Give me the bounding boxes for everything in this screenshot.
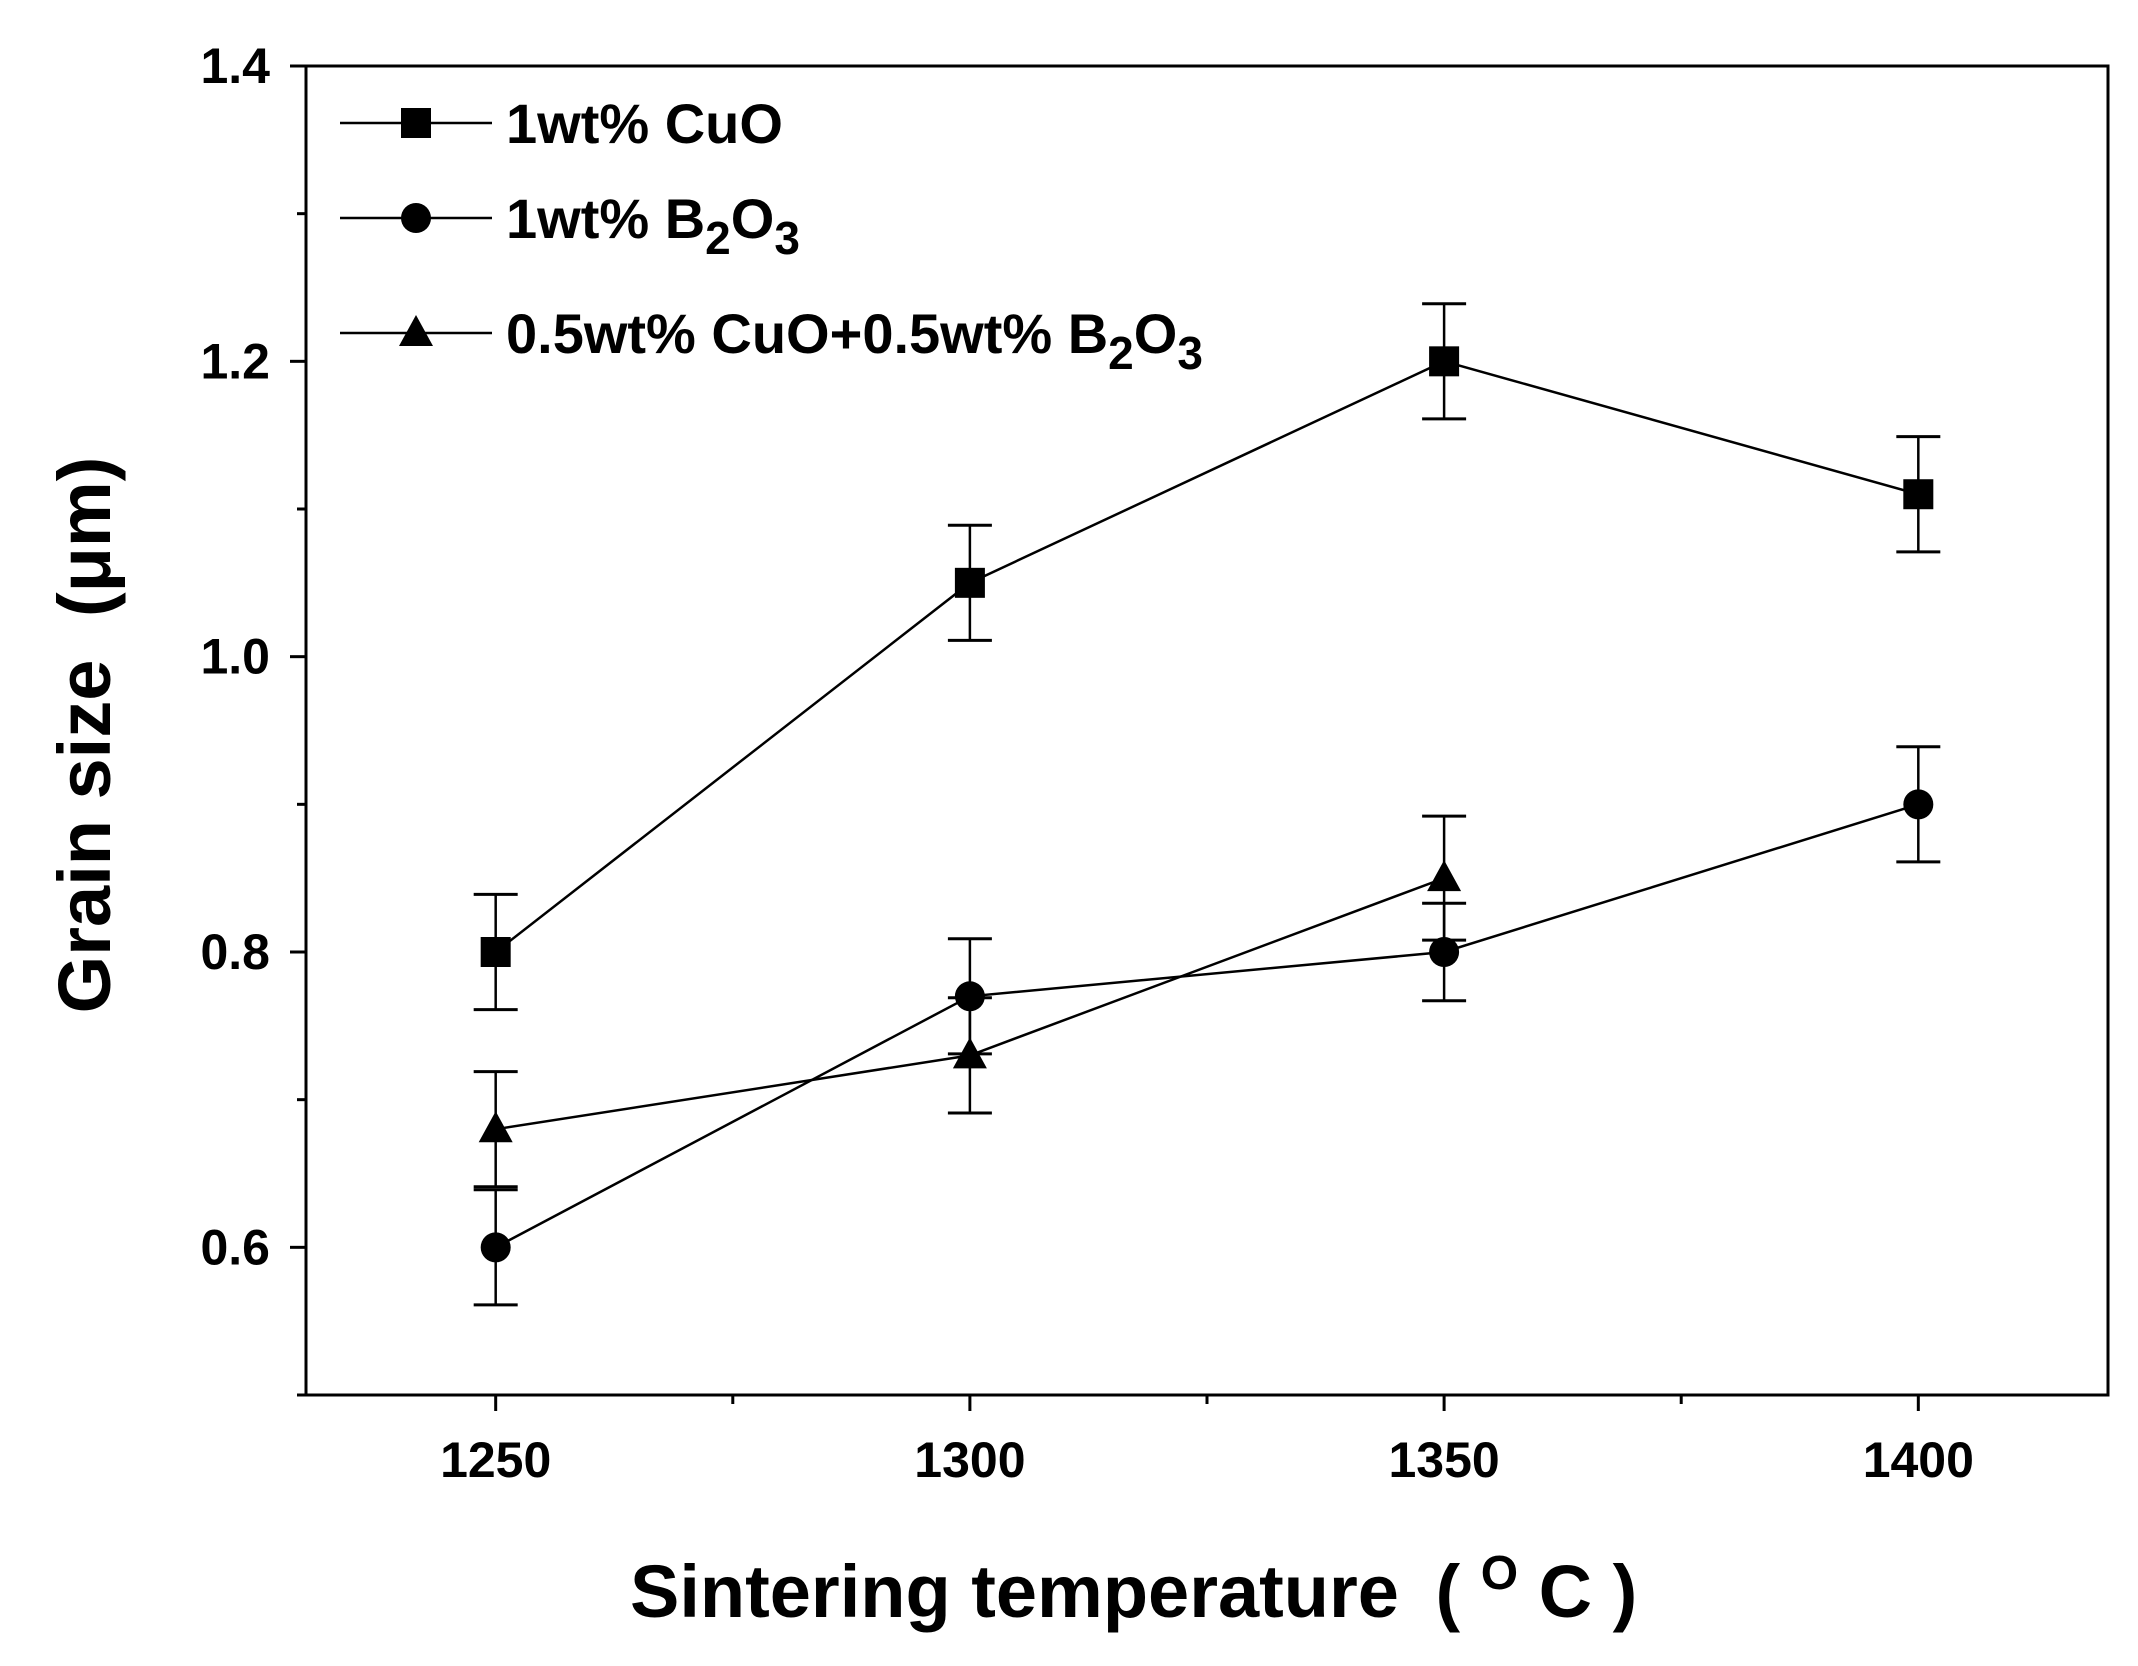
series-line <box>495 803 1919 1249</box>
y-axis-title: Grain size (μm) <box>43 457 126 1014</box>
legend-marker-square <box>401 108 431 138</box>
data-point-triangle <box>952 1037 987 1069</box>
plot-area <box>304 64 2110 1397</box>
data-point-circle <box>480 1232 511 1263</box>
x-axis-title: Sintering temperature ( O C ) <box>630 1522 1637 1633</box>
x-tick-label: 1300 <box>914 1432 1025 1488</box>
legend-label: 1wt% B2O3 <box>506 187 800 264</box>
x-axis-unit: C <box>1539 1550 1592 1633</box>
data-point-square <box>954 567 985 598</box>
y-tick-label: 1.2 <box>200 333 270 389</box>
series-circle <box>473 745 1941 1307</box>
y-tick-label: 1.0 <box>200 629 270 685</box>
x-axis-title-text: Sintering temperature <box>630 1550 1399 1633</box>
x-tick-label: 1400 <box>1863 1432 1974 1488</box>
x-axis-unit-superscript: O <box>1481 1547 1518 1600</box>
legend-marker-circle <box>401 203 431 233</box>
data-point-square <box>480 937 511 967</box>
y-tick-label: 0.8 <box>200 924 270 980</box>
series-square <box>473 302 1941 1012</box>
data-point-square <box>1903 479 1934 510</box>
legend-label: 1wt% CuO <box>506 92 783 155</box>
data-point-triangle <box>478 1111 513 1143</box>
legend-entry: 1wt% B2O3 <box>340 187 800 264</box>
legend: 1wt% CuO 1wt% B2O3 0.5wt% CuO+0.5wt% B2O3 <box>340 92 1203 379</box>
series-line <box>494 360 1919 953</box>
x-tick-label: 1250 <box>440 1432 551 1488</box>
x-axis: 1250 1300 1350 1400 <box>440 1395 1974 1488</box>
data-point-circle <box>1903 789 1934 820</box>
series-layer <box>473 302 1941 1307</box>
plot-frame <box>304 64 2110 1397</box>
y-tick-label: 0.6 <box>200 1219 270 1275</box>
x-tick-label: 1350 <box>1388 1432 1499 1488</box>
y-axis-title-text: Grain size <box>43 660 126 1014</box>
legend-entry: 0.5wt% CuO+0.5wt% B2O3 <box>340 302 1203 379</box>
legend-marker-triangle <box>399 315 433 346</box>
series-triangle <box>473 814 1467 1189</box>
data-point-square <box>1429 346 1460 377</box>
legend-label: 0.5wt% CuO+0.5wt% B2O3 <box>506 302 1203 379</box>
y-axis-unit: (μm) <box>43 457 126 617</box>
legend-entry: 1wt% CuO <box>340 92 783 155</box>
y-tick-label: 1.4 <box>200 38 270 94</box>
y-axis: 0.6 0.8 1.0 1.2 1.4 <box>200 38 306 1397</box>
data-point-triangle <box>1427 860 1462 892</box>
data-point-circle <box>1429 937 1460 967</box>
